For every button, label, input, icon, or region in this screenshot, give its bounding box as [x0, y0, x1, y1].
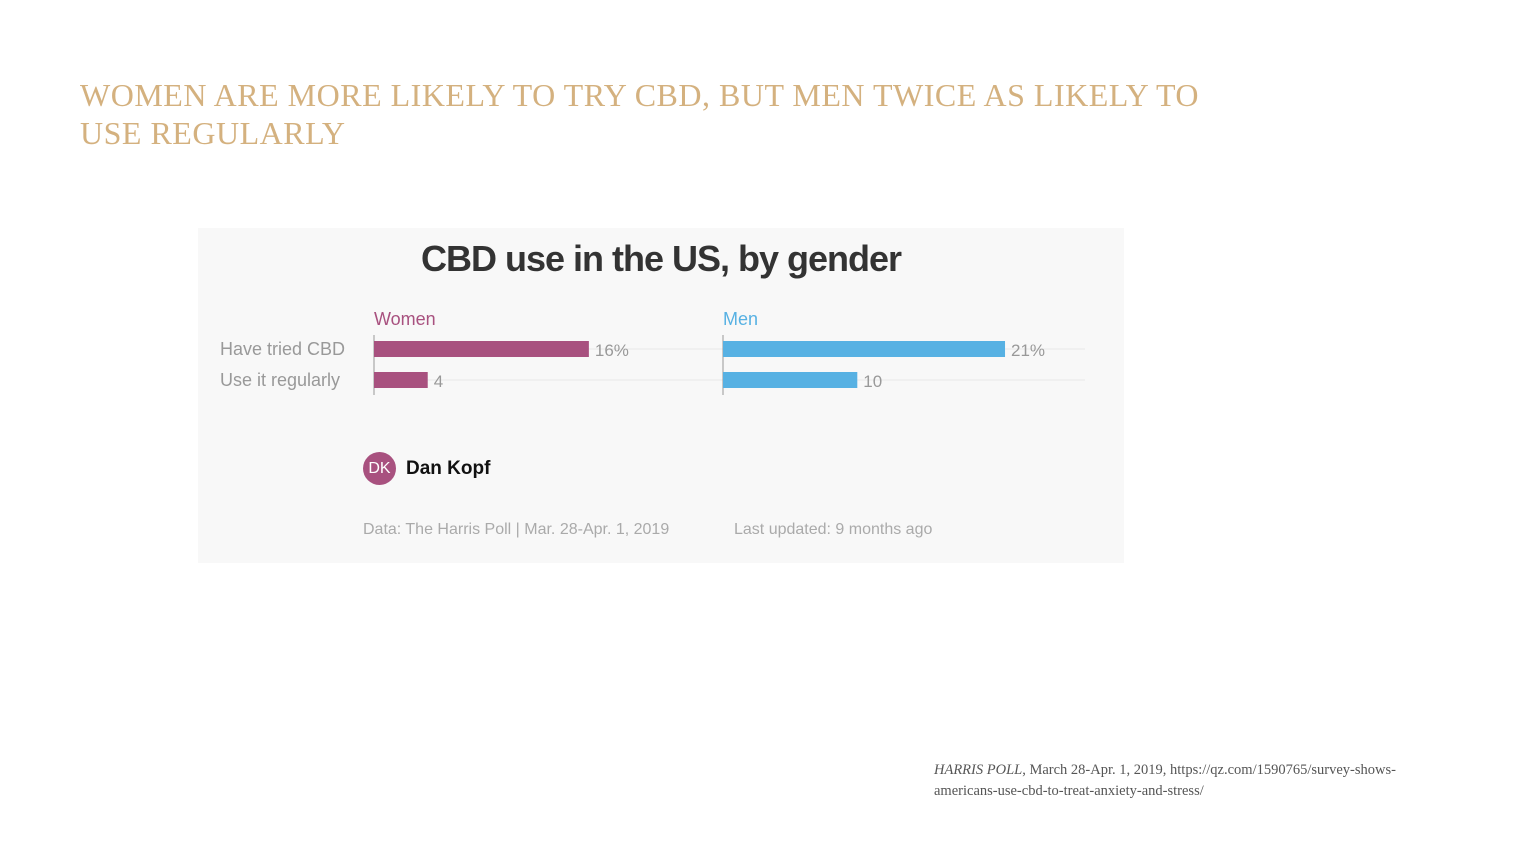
data-label: 10 [863, 372, 882, 391]
data-source: Data: The Harris Poll | Mar. 28-Apr. 1, … [363, 521, 670, 538]
citation: HARRIS POLL, March 28-Apr. 1, 2019, http… [934, 760, 1454, 802]
category-label: Have tried CBD [220, 339, 346, 359]
author-name: Dan Kopf [406, 457, 491, 479]
series-label: Women [374, 309, 436, 329]
slide-title: WOMEN ARE MORE LIKELY TO TRY CBD, BUT ME… [80, 77, 1200, 151]
last-updated: Last updated: 9 months ago [734, 521, 933, 538]
data-label: 4 [434, 372, 443, 391]
bar [374, 372, 428, 388]
category-label: Use it regularly [220, 370, 341, 390]
avatar: DK [363, 452, 396, 485]
chart-panel: CBD use in the US, by gender Have tried … [198, 228, 1124, 563]
bar-chart: Women 16% 4 Men 21% 10 [373, 309, 1085, 395]
bar [723, 341, 1006, 357]
data-label: 16% [595, 341, 629, 360]
data-label: 21% [1011, 341, 1045, 360]
series-label: Men [723, 309, 758, 329]
byline: DK Dan Kopf [363, 452, 490, 485]
chart-title: CBD use in the US, by gender [420, 238, 902, 279]
citation-source: HARRIS POLL [934, 762, 1023, 778]
bar [374, 341, 589, 357]
citation-text: , March 28-Apr. 1, 2019, https://qz.com/… [934, 762, 1396, 799]
bar [723, 372, 858, 388]
